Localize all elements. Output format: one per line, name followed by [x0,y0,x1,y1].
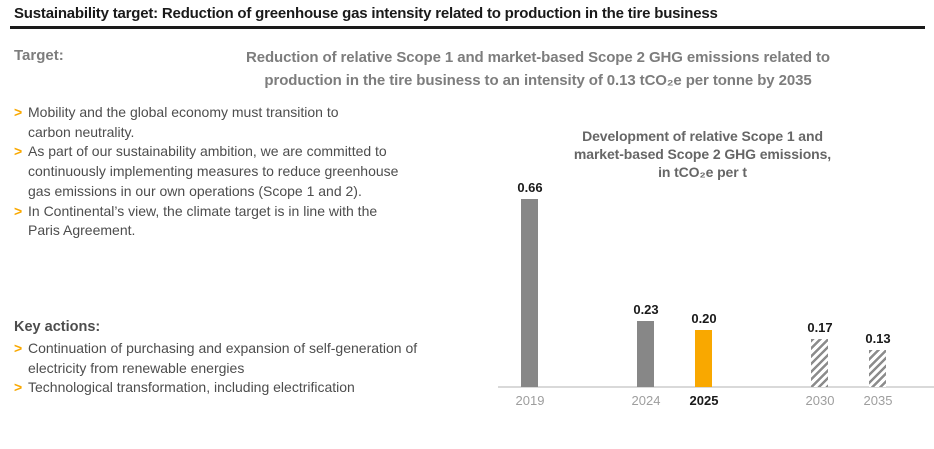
key-actions-heading: Key actions: [14,319,101,335]
bar-value-label-2025: 0.20 [691,311,717,326]
x-axis-label-2035: 2035 [863,393,893,408]
x-axis-label-2024: 2024 [631,393,661,408]
bar-2019 [521,199,538,387]
list-item: > Technological transformation, includin… [14,378,466,398]
chevron-bullet-icon: > [14,379,23,396]
bar-value-label-2035: 0.13 [865,331,891,346]
bullet-text: As part of our sustainability ambition, … [28,143,399,199]
bar-value-label-2024: 0.23 [633,302,659,317]
list-item: > Continuation of purchasing and expansi… [14,339,466,378]
list-item: > As part of our sustainability ambition… [14,142,466,201]
chevron-bullet-icon: > [14,340,23,356]
key-actions-list: > Continuation of purchasing and expansi… [14,339,466,398]
bar-value-label-2030: 0.17 [807,320,833,335]
x-axis-line [498,386,934,388]
bar-2025 [695,330,712,387]
list-item: > Mobility and the global economy must t… [14,103,466,142]
bar-2030 [811,339,828,387]
chevron-bullet-icon: > [14,104,23,120]
bar-2035 [869,350,886,387]
x-axis-label-2025: 2025 [689,393,719,408]
target-text: Reduction of relative Scope 1 and market… [246,49,830,89]
bullet-text: Mobility and the global economy must tra… [28,104,339,140]
x-axis-label-2019: 2019 [515,393,545,408]
target-label: Target: [14,47,64,64]
list-item: > In Continental’s view, the climate tar… [14,202,466,241]
title-divider [10,26,925,29]
key-action-text: Technological transformation, including … [28,379,355,396]
bullet-list: > Mobility and the global economy must t… [14,103,466,241]
chevron-bullet-icon: > [14,202,23,219]
key-action-text: Continuation of purchasing and expansion… [28,340,418,376]
chart-title: Development of relative Scope 1 and mark… [573,128,832,180]
bar-value-label-2019: 0.66 [517,180,543,195]
bullet-text: In Continental’s view, the climate targe… [28,202,378,239]
chevron-bullet-icon: > [14,143,23,160]
emissions-bar-chart: Development of relative Scope 1 and mark… [470,115,934,425]
bar-chart-plot: 0.66 2019 0.23 2024 0.20 2025 0.17 2030 0.13 2035 [470,115,934,425]
x-axis-label-2030: 2030 [805,393,835,408]
bar-2024 [637,321,654,387]
page-title: Sustainability target: Reduction of gree… [14,5,718,22]
